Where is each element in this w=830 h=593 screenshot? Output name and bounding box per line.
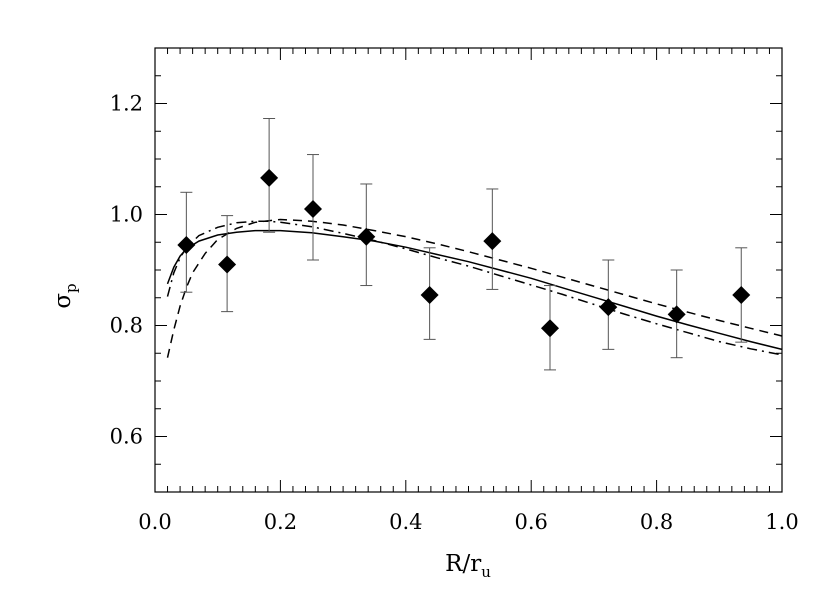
- diamond-marker: [260, 168, 279, 187]
- x-tick-label: 0.4: [389, 510, 422, 534]
- series-line-solid: [166, 229, 783, 351]
- diamond-marker: [420, 285, 439, 304]
- diamond-marker: [357, 227, 376, 246]
- plot-frame: [154, 47, 783, 493]
- chart-points: [177, 117, 751, 371]
- x-tick-label: 0.2: [264, 510, 297, 534]
- data-point: [667, 269, 686, 359]
- data-point: [541, 285, 560, 371]
- y-tick-label: 1.0: [110, 203, 143, 227]
- y-tick-label: 0.6: [110, 425, 143, 449]
- data-point: [304, 154, 323, 261]
- diamond-marker: [732, 285, 751, 304]
- y-axis-label: σp: [50, 283, 80, 308]
- series-line-dashdot: [166, 220, 783, 356]
- diamond-marker: [177, 236, 196, 255]
- x-tick-label: 0.0: [138, 510, 171, 534]
- chart-axes: 0.0 0.2 0.4 0.6 0.8 1.0 0.6 0.8 1.0 1.2: [110, 47, 799, 534]
- diamond-marker: [218, 255, 237, 274]
- data-point: [483, 188, 502, 290]
- y-tick-label: 0.8: [110, 314, 143, 338]
- data-point: [420, 247, 439, 340]
- data-point: [732, 247, 751, 343]
- x-tick-label: 0.6: [514, 510, 547, 534]
- data-point: [260, 117, 279, 233]
- data-point: [177, 191, 196, 293]
- x-axis-label: R/ru: [445, 551, 491, 581]
- chart-curves: [166, 218, 783, 358]
- diamond-marker: [483, 232, 502, 251]
- x-tick-label: 1.0: [765, 510, 798, 534]
- diamond-marker: [304, 199, 323, 218]
- diamond-marker: [599, 298, 618, 317]
- series-line-dashed: [166, 218, 783, 358]
- data-point: [357, 183, 376, 287]
- diamond-marker: [667, 305, 686, 324]
- data-point: [599, 259, 618, 350]
- data-point: [218, 215, 237, 313]
- diamond-marker: [541, 319, 560, 338]
- x-tick-label: 0.8: [640, 510, 673, 534]
- y-tick-label: 1.2: [110, 92, 143, 116]
